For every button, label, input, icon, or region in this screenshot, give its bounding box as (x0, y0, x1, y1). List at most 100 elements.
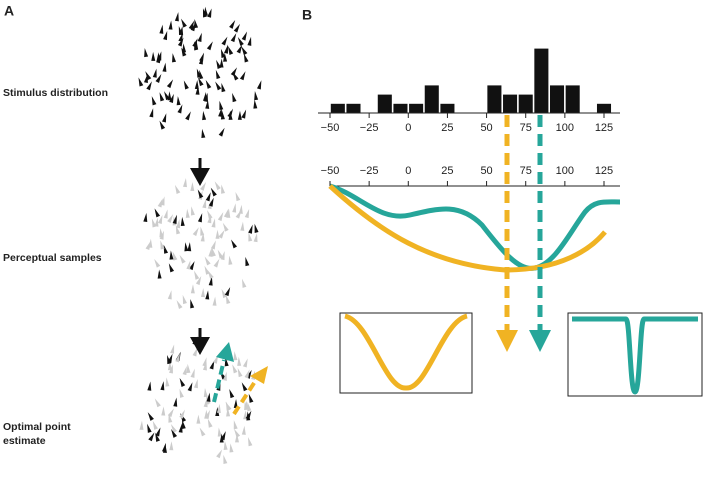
cloud-arrow (179, 409, 185, 419)
cloud-arrow (204, 256, 211, 266)
x-tick-label: 100 (556, 122, 574, 134)
cloud-arrow (194, 270, 200, 280)
cloud-arrow (179, 388, 184, 398)
cloud-arrow (155, 74, 162, 83)
hist-bar (346, 103, 361, 113)
cloud-arrow (233, 399, 238, 409)
cloud-arrow (206, 392, 211, 402)
x-tick-label: −50 (321, 122, 340, 134)
cloud-arrow (146, 81, 152, 91)
x-tick-label: 0 (405, 165, 411, 177)
cloud-arrow (222, 222, 229, 232)
cloud-arrow (151, 218, 157, 228)
cloud-arrow (173, 397, 178, 407)
cloud-arrow (185, 111, 191, 121)
cloud-arrow (241, 382, 248, 392)
cloud-arrow (199, 52, 205, 62)
cloud-arrow (167, 290, 172, 300)
cloud-arrow (149, 108, 154, 118)
cloud-arrow (161, 406, 166, 416)
cloud-arrow (229, 20, 236, 29)
cloud-arrow (194, 41, 199, 51)
cloud-arrow (228, 255, 233, 265)
cloud-arrow (144, 47, 149, 58)
cloud-arrow (220, 431, 226, 441)
x-tick-label: 0 (405, 122, 411, 134)
cloud-arrow (145, 71, 152, 81)
cloud-arrow (246, 411, 251, 421)
cloud-arrow (219, 100, 224, 111)
cloud-arrow (229, 389, 235, 399)
cloud-arrow (181, 419, 186, 429)
cloud-arrow (197, 32, 202, 42)
cloud-arrow (218, 229, 225, 239)
cloud-arrow (207, 418, 213, 428)
cloud-arrow (196, 414, 201, 424)
row-label: Stimulus distribution (3, 87, 108, 99)
x-tick-label: 50 (480, 122, 492, 134)
x-tick-label: −50 (321, 165, 340, 177)
cloud-arrow (208, 197, 214, 207)
cloud-arrow (154, 398, 161, 408)
cloud-arrow (221, 36, 228, 46)
loss-curve (328, 184, 607, 273)
cloud-arrow (202, 92, 207, 102)
cloud-arrow (167, 361, 172, 371)
cloud-arrow (188, 20, 195, 30)
cloud-arrow (256, 80, 262, 90)
cloud-arrow (243, 53, 249, 63)
cloud-arrow (216, 59, 222, 69)
hist-bar (565, 85, 580, 113)
cloud-arrow (205, 290, 210, 300)
cloud-arrow (237, 356, 242, 366)
cloud-arrow (192, 38, 198, 48)
cloud-arrow (233, 420, 238, 430)
hist-bar (440, 103, 455, 113)
cloud-arrow (207, 214, 212, 224)
cloud-arrow (214, 181, 221, 191)
cloud-arrow (182, 365, 187, 376)
cloud-arrow (155, 427, 161, 437)
cloud-arrow (245, 256, 250, 267)
cloud-arrow (178, 32, 183, 42)
cloud-arrow (197, 213, 203, 223)
hist-bar (534, 48, 549, 113)
cloud-arrow (197, 189, 204, 199)
histogram: −50 −50 −25 −25 0 0 25 25 50 50 75 75 100 100 125 125 (318, 48, 620, 186)
cloud-arrow (151, 96, 157, 106)
cloud-arrow (222, 371, 227, 381)
cloud-arrow (235, 209, 242, 219)
cloud-arrow (181, 18, 187, 28)
cloud-arrow (170, 424, 177, 433)
cloud-arrow (227, 108, 234, 118)
panel-label: B (302, 7, 312, 23)
cloud-arrow (169, 250, 174, 260)
hist-bar (596, 103, 612, 113)
cloud-arrow (209, 360, 215, 370)
x-tick-label: 25 (441, 165, 453, 177)
cloud-arrow (241, 425, 246, 435)
cloud-arrow (223, 454, 228, 465)
cloud-arrow (205, 79, 212, 89)
cloud-arrow (219, 58, 224, 68)
cloud-arrow (244, 369, 250, 379)
cloud-arrow (190, 284, 195, 294)
inset-box (567, 312, 703, 397)
cloud-arrow (242, 278, 247, 288)
cloud-arrow (162, 113, 167, 123)
cloud-arrow (237, 367, 243, 378)
flow-arrows (190, 158, 268, 416)
cloud-arrow (224, 287, 231, 297)
cloud-arrow (163, 30, 168, 41)
cloud-arrow (160, 381, 165, 391)
cloud-arrow (221, 184, 226, 194)
x-tick-label: 50 (480, 165, 492, 177)
x-tick-label: 75 (520, 165, 532, 177)
cloud-arrow (225, 294, 231, 305)
cloud-arrow (172, 214, 177, 224)
cloud-arrow (148, 432, 155, 442)
cloud-arrow (210, 240, 216, 250)
hist-bar (377, 94, 392, 113)
cloud-arrow (187, 382, 193, 392)
loss-function (344, 313, 468, 391)
